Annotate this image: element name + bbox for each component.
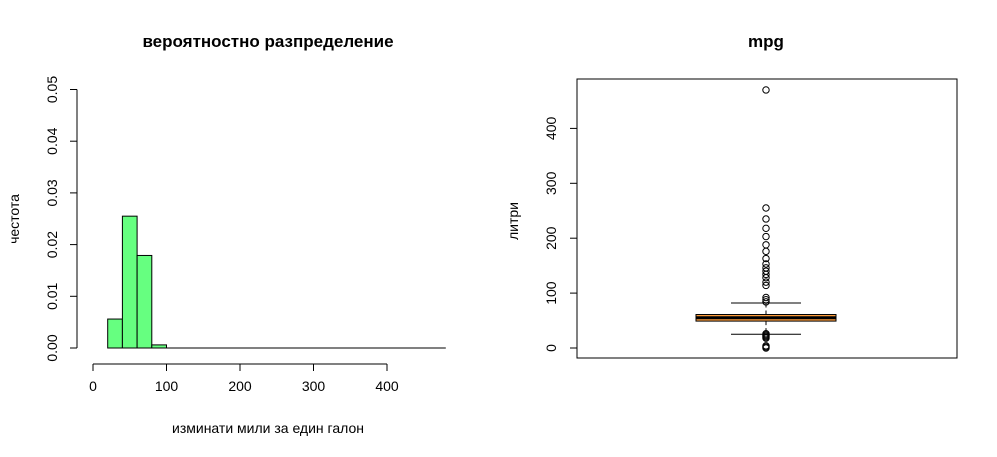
boxplot-title: mpg — [748, 32, 784, 51]
boxplot-outlier — [762, 281, 770, 290]
histogram-y-tick-label: 0.02 — [44, 231, 60, 258]
histogram-y-tick-label: 0.05 — [44, 76, 60, 103]
boxplot-y-tick-label: 100 — [543, 281, 559, 305]
histogram-bar — [151, 344, 168, 349]
boxplot-outlier — [762, 204, 770, 212]
histogram-x-tick-label: 200 — [228, 378, 252, 394]
boxplot-outlier — [762, 278, 770, 286]
histogram-x-tick-label: 100 — [155, 378, 179, 394]
boxplot-outlier — [762, 232, 770, 241]
boxplot-y-tick-label: 200 — [543, 226, 559, 250]
histogram-y-tick-label: 0.00 — [44, 334, 60, 361]
histogram-bar — [136, 254, 153, 349]
histogram-y-axis: 0.00 0.01 0.02 0.03 0.04 0.05 — [44, 76, 78, 362]
histogram-x-tick-label: 400 — [375, 378, 399, 394]
boxplot-y-tick-label: 400 — [543, 117, 559, 141]
histogram-y-tick-label: 0.03 — [44, 179, 60, 206]
histogram-x-axis: 0 100 200 300 400 — [89, 363, 399, 394]
boxplot-outlier — [762, 293, 770, 302]
boxplot-outlier — [762, 247, 770, 256]
boxplot-y-tick-label: 0 — [543, 344, 559, 352]
boxplot-panel: mpg литри 0 100 200 300 400 — [505, 32, 958, 359]
boxplot-outlier — [762, 215, 770, 223]
boxplot-y-tick-label: 300 — [543, 171, 559, 195]
boxplot-outlier — [762, 295, 770, 304]
boxplot-outlier — [762, 260, 770, 268]
histogram-bar — [121, 215, 138, 349]
boxplot-y-label: литри — [505, 202, 521, 240]
histogram-panel: вероятностно разпределение изминати мили… — [6, 32, 446, 436]
histogram-y-tick-label: 0.04 — [44, 127, 60, 154]
boxplot-y-axis: 0 100 200 300 400 — [543, 117, 578, 352]
boxplot-outlier — [762, 342, 770, 350]
boxplot-outlier — [762, 86, 770, 94]
boxplot-outlier — [762, 330, 770, 338]
boxplot-outlier — [762, 298, 770, 306]
histogram-x-tick-label: 300 — [302, 378, 326, 394]
histogram-x-label: изминати мили за един галон — [172, 420, 364, 436]
histogram-x-tick-label: 0 — [89, 378, 97, 394]
histogram-title: вероятностно разпределение — [142, 32, 393, 51]
histogram-y-tick-label: 0.01 — [44, 282, 60, 309]
boxplot-outlier — [762, 267, 770, 275]
histogram-bar — [107, 318, 123, 349]
boxplot-outlier — [762, 264, 770, 272]
boxplot-outlier — [762, 241, 770, 249]
boxplot-elements — [695, 86, 837, 352]
boxplot-outlier — [762, 224, 770, 233]
boxplot-outlier — [762, 254, 770, 263]
histogram-y-label: честота — [6, 194, 22, 244]
histogram-bars — [107, 215, 446, 349]
